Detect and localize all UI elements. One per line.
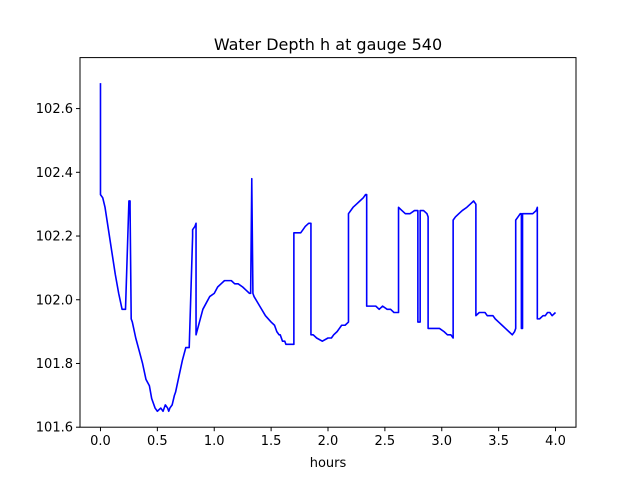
x-tick-label: 1.0 — [204, 434, 225, 449]
x-tick-label: 3.5 — [488, 434, 509, 449]
x-tick-label: 1.5 — [261, 434, 282, 449]
y-tick-label: 101.8 — [36, 357, 73, 372]
x-tick-label: 2.0 — [318, 434, 339, 449]
x-tick-label: 3.0 — [431, 434, 452, 449]
x-tick-label: 0.0 — [90, 434, 111, 449]
y-tick-label: 102.4 — [36, 166, 73, 181]
series-line-0 — [99, 83, 557, 413]
plot-series — [99, 83, 557, 413]
y-tick-label: 102.2 — [36, 230, 73, 245]
x-tick-label: 2.5 — [375, 434, 396, 449]
x-axis-ticks: 0.0 0.5 1.0 1.5 2.0 2.5 3.0 3.5 4.0 — [90, 427, 566, 449]
y-tick-label: 102.0 — [36, 293, 73, 308]
x-tick-label: 0.5 — [147, 434, 168, 449]
y-tick-label: 102.6 — [36, 102, 73, 117]
chart-title: Water Depth h at gauge 540 — [214, 35, 442, 54]
x-tick-label: 4.0 — [545, 434, 566, 449]
y-axis-ticks: 101.6 101.8 102.0 102.2 102.4 102.6 — [36, 102, 80, 436]
y-tick-label: 101.6 — [36, 421, 73, 436]
x-axis-label: hours — [310, 456, 347, 471]
